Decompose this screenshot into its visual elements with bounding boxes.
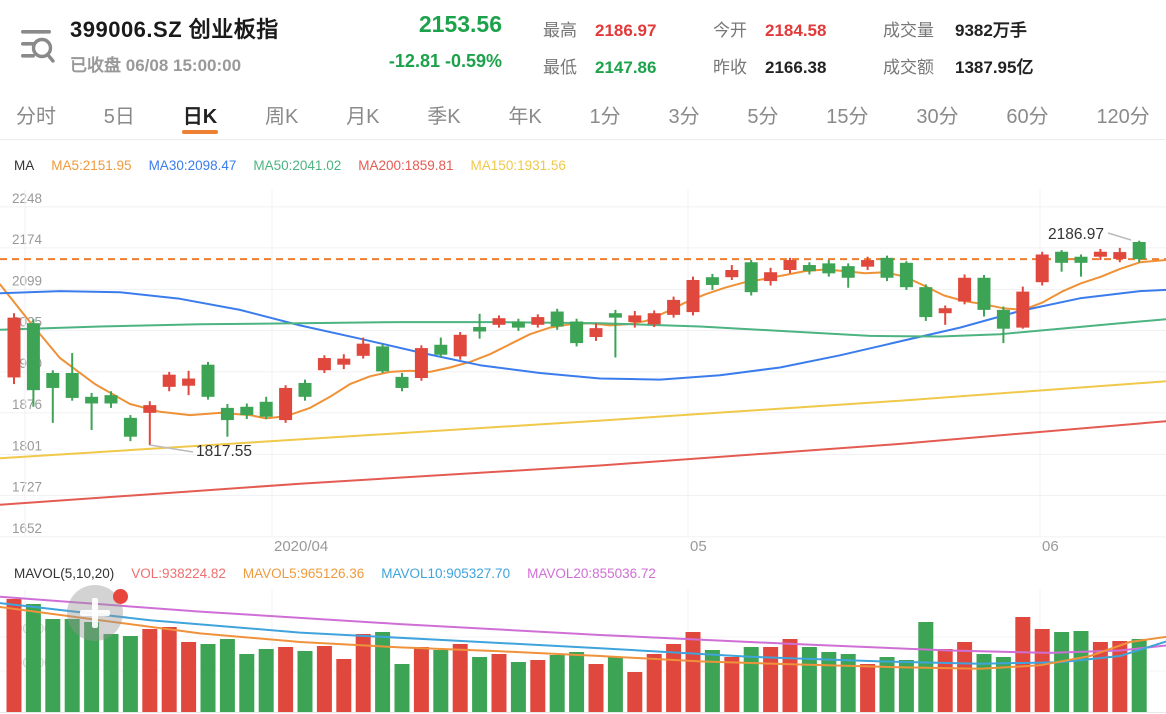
tab-5日[interactable]: 5日 [103,106,135,128]
last-price: 2153.56 [418,11,502,37]
tab-15分[interactable]: 15分 [826,106,869,128]
tab-1分[interactable]: 1分 [589,106,621,128]
floating-plus-button[interactable] [67,585,128,641]
svg-text:2248: 2248 [12,191,42,206]
candlestick-chart[interactable]: 2248217420992025195018761801172716522020… [0,186,1166,562]
tab-季K[interactable]: 季K [427,106,461,128]
legend-item: MAVOL20:855036.72 [527,566,656,581]
tab-60分[interactable]: 60分 [1006,106,1049,128]
tab-月K[interactable]: 月K [346,106,380,128]
tab-3分[interactable]: 3分 [668,106,700,128]
legend-item: MA200:1859.81 [358,158,454,173]
legend-title: MAVOL(5,10,20) [14,566,115,581]
stat-label: 昨收 [713,58,747,77]
stat-label: 最高 [543,21,577,40]
stat-value: 9382万手 [955,21,1027,40]
period-tabbar: 分时 5日 日K 周K 月K 季K 年K 1分 3分 5分 15分 30分 60分 120分 [0,90,1166,140]
svg-text:05: 05 [690,538,707,555]
stat-最高: 最高 2186.97 [543,12,656,49]
quote-header: 399006.SZ 创业板指 已收盘 06/08 15:00:00 2153.5… [0,0,1166,90]
stat-成交量: 成交量 9382万手 [883,12,1033,49]
symbol-title: 399006.SZ 创业板指 [70,17,279,42]
stat-label: 最低 [543,58,577,77]
market-status: 已收盘 06/08 15:00:00 [70,51,241,76]
stat-value: 2186.97 [595,21,657,40]
stat-最低: 最低 2147.86 [543,49,656,86]
stat-value: 2184.58 [765,21,827,40]
legend-item: MA30:2098.47 [148,158,237,173]
list-search-icon[interactable] [14,22,58,68]
tab-分时[interactable]: 分时 [16,106,56,128]
legend-item: MAVOL5:965126.36 [242,566,365,581]
mavol-indicator-legend: MAVOL(5,10,20) VOL:938224.82 MAVOL5:965126… [14,566,656,581]
stat-昨收: 昨收 2166.38 [713,49,826,86]
stats-col-turnover: 成交量 9382万手成交额 1387.95亿 [883,12,1033,86]
stat-value: 2147.86 [595,58,657,77]
ma-indicator-legend: MA MA5:2151.95 MA30:2098.47 MA50:2041.02 MA2… [14,158,566,173]
tab-年K[interactable]: 年K [508,106,542,128]
svg-text:06: 06 [1042,538,1059,555]
stat-value: 2166.38 [765,58,827,77]
stat-label: 成交量 [883,21,934,40]
stats-col-highlow: 最高 2186.97 最低 2147.86 [543,12,656,86]
legend-item: MA5:2151.95 [51,158,132,173]
stat-value: 1387.95亿 [955,58,1034,77]
svg-text:1876: 1876 [12,397,42,412]
tab-日K[interactable]: 日K [183,90,217,139]
svg-text:1801: 1801 [12,438,42,453]
svg-text:2020/04: 2020/04 [274,538,328,555]
svg-text:2174: 2174 [12,232,43,247]
legend-title: MA [14,158,35,173]
legend-item: MA50:2041.02 [253,158,342,173]
svg-text:1652: 1652 [12,521,42,536]
svg-text:2099: 2099 [12,273,42,288]
svg-text:2186.97: 2186.97 [1048,226,1104,243]
tab-120分[interactable]: 120分 [1096,106,1150,128]
svg-text:1817.55: 1817.55 [196,443,252,460]
svg-text:1727: 1727 [12,479,42,494]
stats-col-openprev: 今开 2184.58 昨收 2166.38 [713,12,826,86]
tab-周K[interactable]: 周K [264,106,299,128]
plus-icon [92,598,98,628]
stat-label: 今开 [713,21,747,40]
notification-dot [113,589,128,604]
stat-今开: 今开 2184.58 [713,12,826,49]
tab-5分[interactable]: 5分 [747,106,779,128]
legend-item: MAVOL10:905327.70 [381,566,511,581]
tab-30分[interactable]: 30分 [916,106,959,128]
quote-time: 06/08 15:00:00 [125,56,242,75]
stat-label: 成交额 [883,58,934,77]
status-text: 已收盘 [70,56,121,75]
stat-成交额: 成交额 1387.95亿 [883,49,1033,86]
price-change: -12.81 -0.59% [388,51,502,71]
legend-item: MA150:1931.56 [470,158,566,173]
legend-item: VOL:938224.82 [131,566,226,581]
volume-chart[interactable]: 1000000200000 [0,588,1166,714]
